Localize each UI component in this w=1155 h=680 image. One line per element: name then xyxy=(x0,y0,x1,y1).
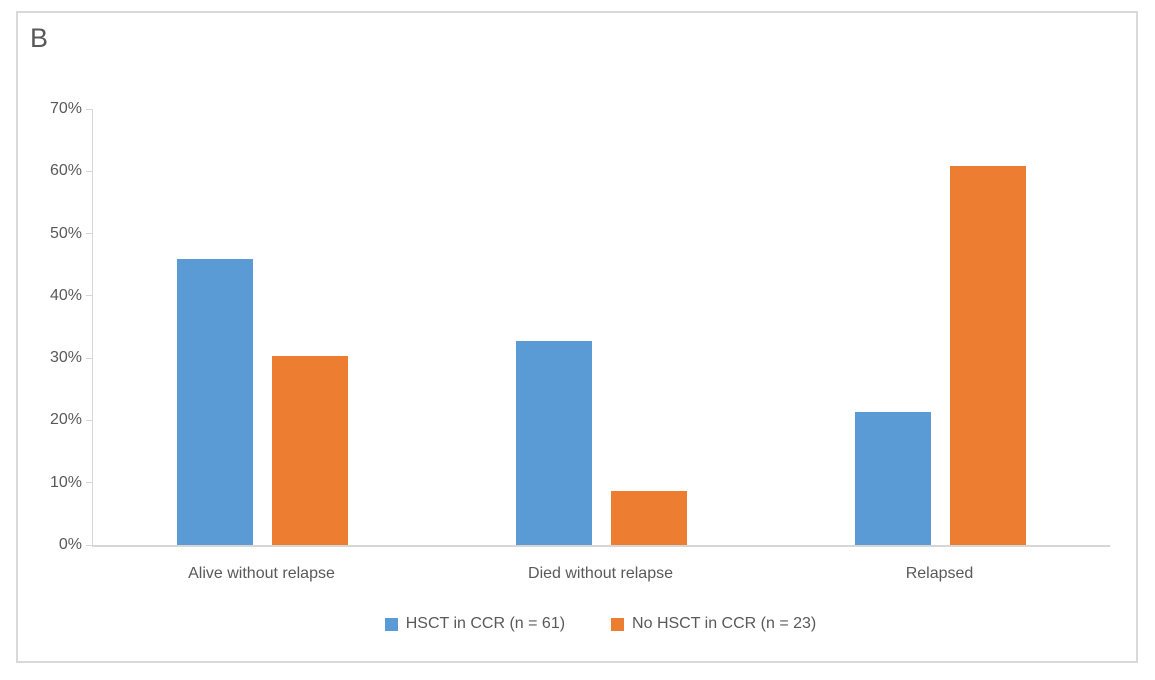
x-axis-category-label: Died without relapse xyxy=(528,565,673,582)
bar-hsct-in-ccr--relapsed xyxy=(855,412,931,545)
chart-panel: B 0% 10% 20% 30% 40% 50% 60% 70% Alive without … xyxy=(16,11,1138,663)
plot-area xyxy=(86,108,1110,547)
legend: HSCT in CCR (n = 61) No HSCT in CCR (n = … xyxy=(92,615,1109,633)
y-axis-tick xyxy=(86,544,93,546)
legend-label: HSCT in CCR (n = 61) xyxy=(405,615,566,632)
bar-no-hsct-in-ccr--relapsed xyxy=(950,165,1026,545)
y-axis-tick-label: 40% xyxy=(49,286,82,304)
bar-no-hsct-in-ccr--alive-without-relapse xyxy=(272,355,348,545)
y-axis-tick xyxy=(86,170,93,172)
panel-label: B xyxy=(30,23,49,53)
y-axis-tick xyxy=(86,108,93,110)
legend-swatch-icon xyxy=(611,617,625,631)
bar-group-relapsed xyxy=(771,109,1110,545)
y-axis-labels: 0% 10% 20% 30% 40% 50% 60% 70% xyxy=(18,100,82,553)
legend-item-hsct-in-ccr: HSCT in CCR (n = 61) xyxy=(384,615,566,633)
y-axis-tick-label: 60% xyxy=(49,162,82,180)
y-axis-tick xyxy=(86,295,93,297)
y-axis-tick-label: 50% xyxy=(49,224,82,242)
y-axis-tick-label: 30% xyxy=(49,349,82,367)
y-axis-tick-label: 0% xyxy=(58,536,82,553)
y-axis-tick xyxy=(86,233,93,235)
bar-hsct-in-ccr--alive-without-relapse xyxy=(177,259,253,545)
y-axis-tick-label: 10% xyxy=(49,473,82,491)
y-axis-tick xyxy=(86,482,93,484)
bar-hsct-in-ccr--died-without-relapse xyxy=(516,340,592,545)
bar-group-died-without-relapse xyxy=(432,109,771,545)
y-axis-tick xyxy=(86,357,93,359)
y-axis-tick xyxy=(86,419,93,421)
bar-no-hsct-in-ccr--died-without-relapse xyxy=(611,490,687,545)
legend-label: No HSCT in CCR (n = 23) xyxy=(632,615,817,632)
y-axis-tick-label: 70% xyxy=(49,100,82,117)
bar-group-alive-without-relapse xyxy=(93,109,432,545)
x-axis-category-label: Alive without relapse xyxy=(188,565,335,582)
legend-item-no-hsct-in-ccr: No HSCT in CCR (n = 23) xyxy=(611,615,816,633)
y-axis-tick-label: 20% xyxy=(49,411,82,429)
x-axis-category-label: Relapsed xyxy=(905,565,974,582)
x-axis-category-labels: Alive without relapse Died without relaps… xyxy=(92,565,1109,583)
legend-swatch-icon xyxy=(384,617,398,631)
